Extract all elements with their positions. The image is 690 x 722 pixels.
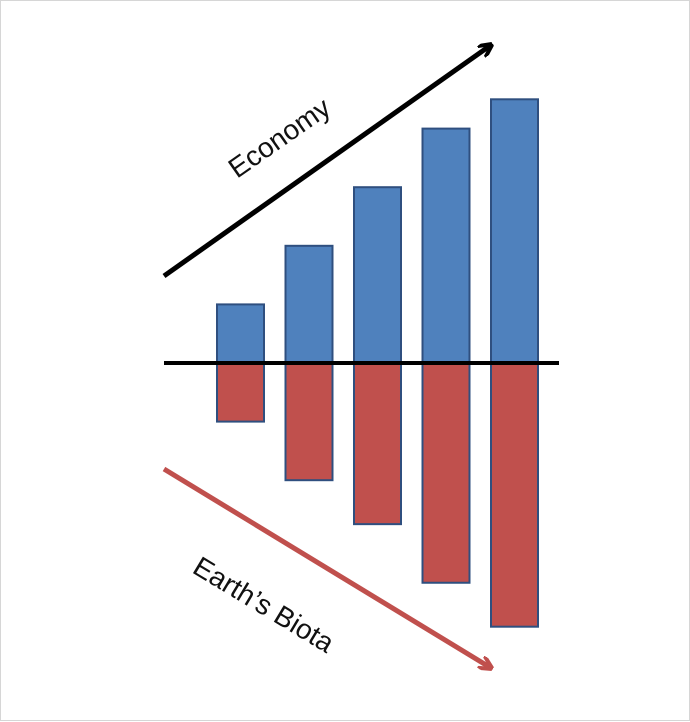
economy-bar-2 <box>284 244 334 364</box>
bar-group <box>216 98 539 628</box>
biota-bar-3 <box>353 362 402 526</box>
economy-growth-arrow <box>162 45 491 279</box>
economy-bar-3 <box>353 186 402 364</box>
biota-bar-1 <box>216 362 265 423</box>
biota-bar-5 <box>490 362 539 628</box>
earths-biota-label: Earth’s Biota <box>188 551 340 659</box>
economy-bar-1 <box>216 303 265 364</box>
biota-bar-4 <box>421 362 471 584</box>
economy-label: Economy <box>223 92 336 184</box>
biota-bar-2 <box>284 362 334 482</box>
economy-bar-4 <box>421 127 471 364</box>
biota-decline-arrow <box>162 466 491 668</box>
economy-bar-5 <box>490 98 539 365</box>
